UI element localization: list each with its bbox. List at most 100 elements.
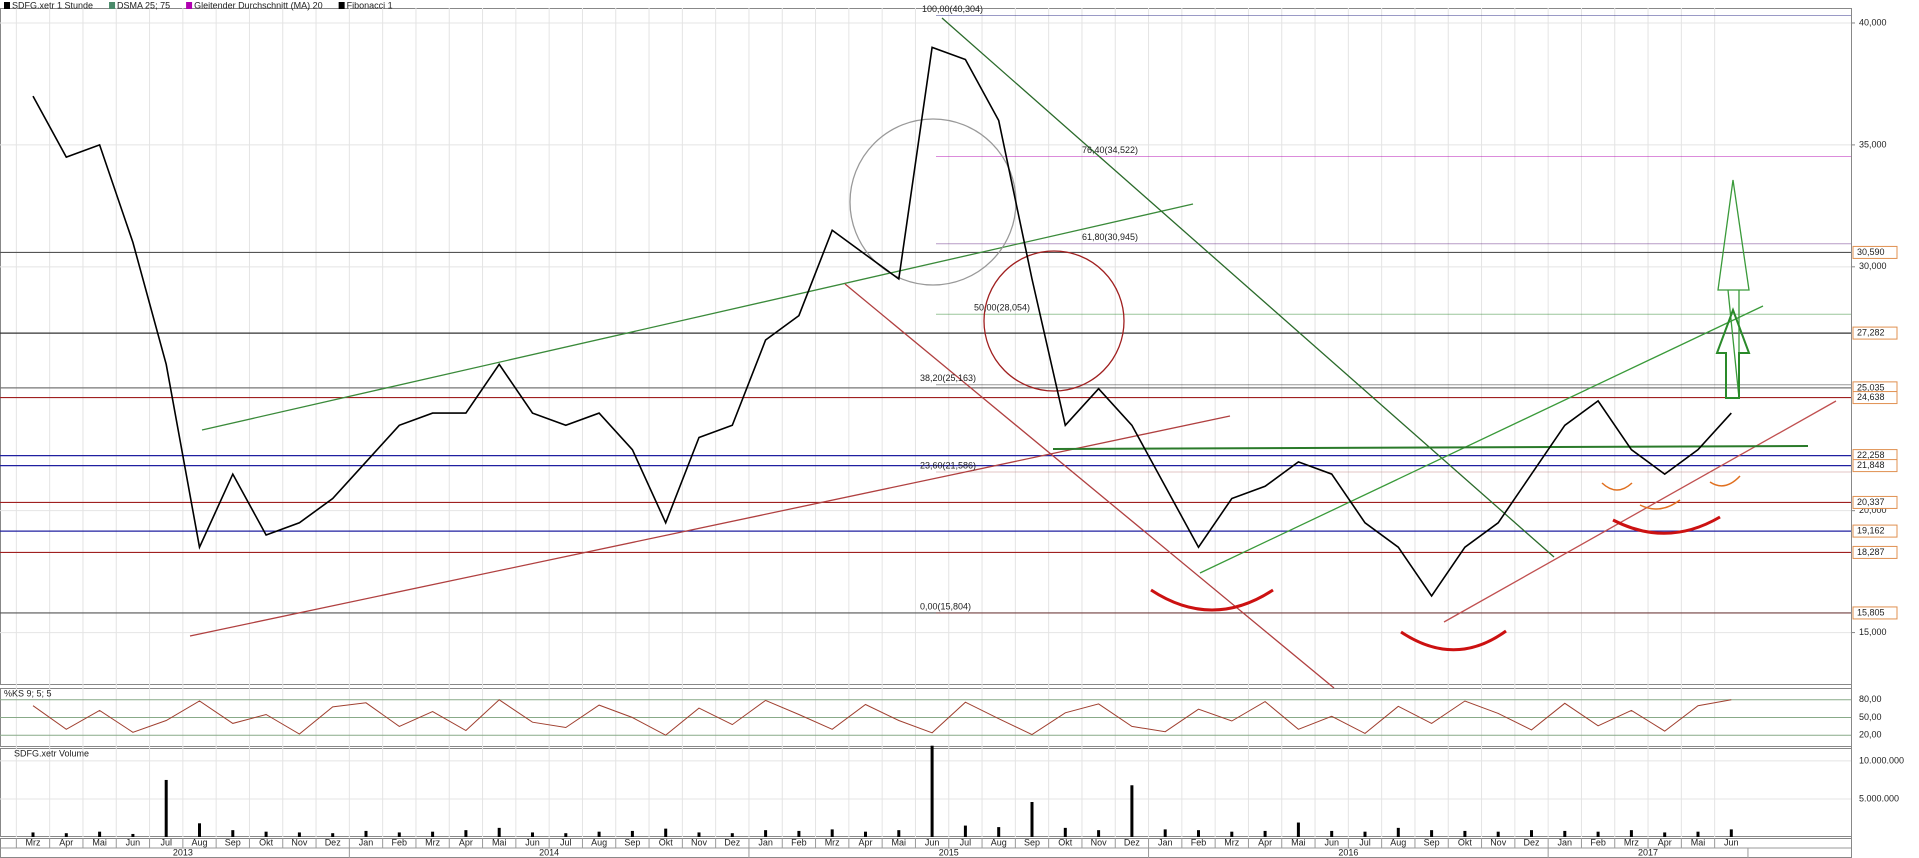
x-tick-label: Jul — [560, 837, 572, 847]
x-tick-label: Nov — [1490, 837, 1507, 847]
y-tick-label: 5.000.000 — [1859, 793, 1899, 803]
x-tick-label: Sep — [624, 837, 640, 847]
level-label: 25,035 — [1857, 382, 1885, 392]
x-tick-label: Jun — [1724, 837, 1739, 847]
fib-label: 76,40(34,522) — [1082, 145, 1138, 155]
x-tick-label: Dez — [724, 837, 741, 847]
volume-bar — [1430, 830, 1434, 837]
x-tick-label: Apr — [59, 837, 73, 847]
x-tick-label: Mrz — [825, 837, 840, 847]
y-tick-label: 50,00 — [1859, 712, 1882, 722]
arrow — [1717, 179, 1750, 399]
level-label: 24,638 — [1857, 392, 1885, 402]
level-label: 27,282 — [1857, 327, 1885, 337]
volume-bar — [1729, 829, 1733, 837]
volume-bar — [930, 745, 934, 837]
volume-bar — [664, 828, 668, 837]
x-tick-label: Jan — [758, 837, 773, 847]
x-tick-label: Apr — [858, 837, 872, 847]
x-tick-label: Nov — [291, 837, 308, 847]
x-tick-label: Mai — [892, 837, 907, 847]
volume-bar — [630, 830, 634, 837]
legend-swatch — [109, 2, 116, 9]
x-tick-label: Okt — [259, 837, 274, 847]
year-label: 2017 — [1638, 847, 1658, 857]
volume-bar — [997, 827, 1001, 837]
volume-bar — [497, 827, 501, 837]
trend-line — [1052, 445, 1809, 450]
fib-label: 23,60(21,586) — [920, 460, 976, 470]
volume-bar — [531, 832, 534, 837]
volume-bar — [1530, 830, 1533, 837]
level-label-box — [1852, 545, 1898, 559]
drawings — [189, 17, 1837, 689]
level-label-box — [1852, 524, 1898, 538]
year-label: 2015 — [939, 847, 959, 857]
volume-bar — [64, 833, 68, 837]
x-tick-label: Aug — [1390, 837, 1406, 847]
x-tick-label: Jun — [925, 837, 940, 847]
year-label: 2014 — [539, 847, 559, 857]
volume-bar — [397, 832, 401, 837]
volume-bar — [98, 831, 102, 837]
volume-bar — [1030, 802, 1034, 837]
legend-entry: Fibonacci 1 — [347, 0, 393, 10]
arc-drawing — [1612, 515, 1721, 535]
x-tick-label: Mrz — [1224, 837, 1239, 847]
x-tick-label: Dez — [325, 837, 342, 847]
x-tick-label: Jan — [359, 837, 374, 847]
x-tick-label: Okt — [1058, 837, 1073, 847]
x-tick-label: Sep — [225, 837, 241, 847]
y-tick-label: 20,000 — [1859, 505, 1887, 515]
volume-bar — [198, 823, 201, 837]
volume-bar — [1363, 831, 1367, 837]
y-tick-label: 35,000 — [1859, 139, 1887, 149]
volume-bar — [697, 832, 701, 837]
x-tick-label: Jun — [1324, 837, 1339, 847]
volume-bar — [164, 779, 168, 837]
level-label: 30,590 — [1857, 247, 1885, 257]
x-tick-label: Mrz — [26, 837, 41, 847]
year-label: 2013 — [173, 847, 193, 857]
trend-line — [941, 17, 1555, 558]
x-tick-label: Okt — [659, 837, 674, 847]
oscillator-line — [32, 699, 1732, 736]
legend-entry: SDFG.xetr 1 Stunde — [12, 0, 93, 10]
price-line — [32, 46, 1732, 598]
volume-bar — [1130, 785, 1134, 837]
volume-bar — [1663, 832, 1667, 837]
volume-bar — [830, 829, 834, 837]
arc-drawing — [1400, 629, 1507, 652]
volume-bar — [864, 831, 867, 837]
x-tick-label: Feb — [392, 837, 408, 847]
volume-bar — [231, 830, 235, 837]
x-tick-label: Mai — [1291, 837, 1306, 847]
volume-bar — [597, 831, 601, 837]
x-tick-label: Feb — [791, 837, 807, 847]
y-tick-label: 15,000 — [1859, 627, 1887, 637]
level-label-box — [1852, 391, 1898, 405]
fib-label: 50,00(28,054) — [974, 303, 1030, 313]
circle-drawing — [983, 250, 1125, 392]
volume-bar — [264, 831, 268, 837]
arc-drawing — [1601, 475, 1741, 510]
x-tick-label: Jan — [1158, 837, 1173, 847]
legend-swatch — [186, 2, 193, 9]
x-tick-label: Aug — [191, 837, 207, 847]
trend-line — [1443, 400, 1837, 623]
x-tick-label: Mrz — [1624, 837, 1639, 847]
y-tick-label: 30,000 — [1859, 261, 1887, 271]
y-tick-label: 80,00 — [1859, 694, 1882, 704]
trend-line — [844, 283, 1335, 689]
volume-bar — [1197, 830, 1200, 837]
volume-bar — [1629, 830, 1633, 837]
trend-line — [189, 415, 1231, 637]
level-label: 18,287 — [1857, 547, 1885, 557]
level-label-box — [1852, 495, 1898, 509]
x-tick-label: Apr — [459, 837, 473, 847]
level-label: 15,805 — [1857, 607, 1885, 617]
x-tick-label: Sep — [1424, 837, 1440, 847]
volume-bar — [1463, 830, 1467, 837]
level-label-box — [1852, 459, 1898, 473]
